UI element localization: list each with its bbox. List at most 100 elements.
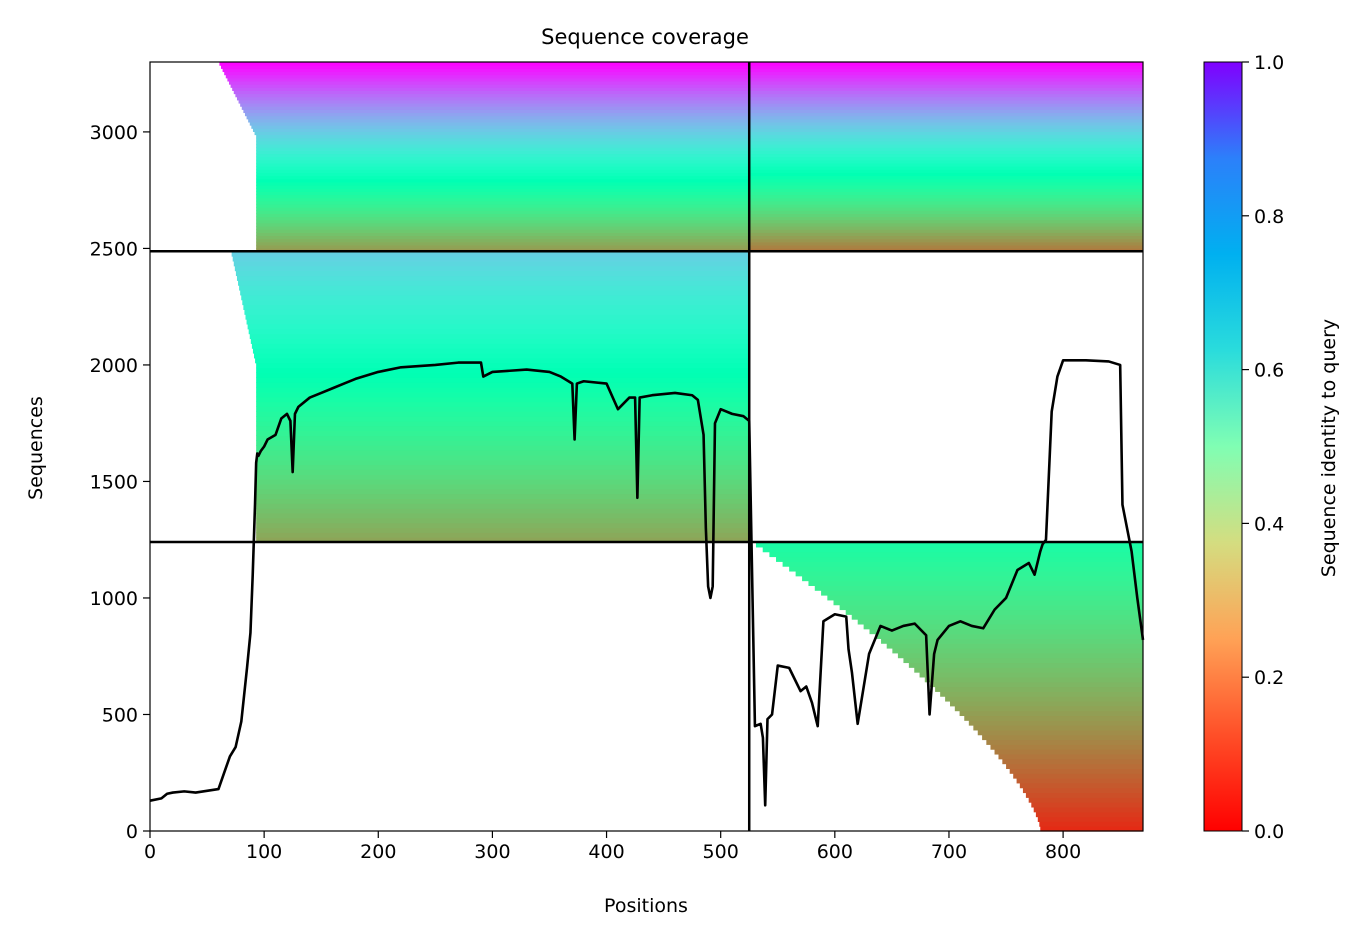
- heatmap-row: [256, 166, 750, 170]
- colorbar-tick-label: 0.8: [1254, 206, 1284, 228]
- heatmap-row: [243, 109, 750, 114]
- heatmap-row: [256, 197, 750, 202]
- chart-title: Sequence coverage: [541, 25, 749, 49]
- heatmap-row: [219, 62, 750, 66]
- x-tick-label: 500: [703, 841, 739, 863]
- heatmap-row: [977, 729, 1143, 736]
- x-tick-label: 200: [360, 841, 396, 863]
- heatmap-row: [749, 131, 1143, 136]
- heatmap-row: [256, 362, 750, 369]
- heatmap-row: [1039, 821, 1143, 827]
- y-axis-label: Sequences: [25, 396, 47, 500]
- y-tick-label: 2500: [90, 238, 138, 260]
- heatmap-row: [256, 430, 750, 437]
- heatmap-row: [749, 219, 1143, 224]
- heatmap-row: [776, 556, 1143, 562]
- heatmap-row: [1022, 787, 1143, 794]
- heatmap-row: [749, 241, 1143, 246]
- plot-frame: [149, 61, 1144, 832]
- heatmap-row: [256, 241, 750, 246]
- heatmap-row: [789, 566, 1143, 572]
- heatmap-blocks: [219, 62, 1143, 832]
- heatmap-row: [254, 353, 750, 359]
- heatmap-row: [749, 77, 1143, 82]
- heatmap-row: [749, 65, 1143, 69]
- heatmap-row: [240, 103, 750, 107]
- heatmap-row: [256, 527, 750, 533]
- heatmap-row: [256, 203, 750, 208]
- heatmap-row: [875, 633, 1143, 639]
- colorbar-tick-label: 0.0: [1254, 821, 1284, 843]
- x-tick-label: 600: [817, 841, 853, 863]
- heatmap-row: [749, 225, 1143, 230]
- heatmap-row: [236, 275, 750, 281]
- heatmap-row: [256, 474, 750, 480]
- heatmap-row: [256, 219, 750, 224]
- colorbar-tick-label: 0.6: [1254, 360, 1284, 382]
- heatmap-row: [256, 134, 750, 139]
- colorbar-ticks: 0.0 0.2 0.4 0.6 0.8 1.0: [1242, 52, 1284, 843]
- heatmap-row: [256, 454, 750, 461]
- heatmap-row: [256, 222, 750, 227]
- heatmap-row: [256, 248, 750, 252]
- heatmap-row: [1016, 778, 1143, 784]
- heatmap-row: [769, 551, 1143, 558]
- heatmap-row: [968, 720, 1143, 726]
- x-tick-label: 0: [144, 841, 156, 863]
- heatmap-row: [256, 156, 750, 161]
- heatmap-row: [808, 580, 1143, 586]
- heatmap-row: [749, 203, 1143, 208]
- heatmap-row: [246, 319, 750, 325]
- heatmap-row: [749, 188, 1143, 192]
- heatmap-row: [749, 90, 1143, 95]
- heatmap-row: [238, 99, 750, 104]
- heatmap-row: [749, 235, 1143, 240]
- heatmap-row: [256, 464, 750, 470]
- heatmap-row: [821, 590, 1143, 596]
- colorbar-tick-label: 0.4: [1254, 513, 1284, 535]
- x-tick-label: 700: [931, 841, 967, 863]
- heatmap-row: [749, 68, 1143, 73]
- heatmap-row: [241, 106, 750, 110]
- heatmap-row: [256, 517, 750, 524]
- heatmap-row: [749, 232, 1143, 237]
- heatmap-row: [749, 159, 1143, 164]
- heatmap-row: [755, 542, 1143, 548]
- heatmap-row: [241, 294, 750, 301]
- heatmap-row: [973, 725, 1143, 731]
- heatmap-row: [256, 532, 750, 538]
- heatmap-row: [256, 522, 750, 529]
- heatmap-row: [256, 537, 750, 543]
- heatmap-row: [749, 150, 1143, 155]
- heatmap-row: [256, 181, 750, 186]
- heatmap-row: [749, 106, 1143, 110]
- heatmap-block-2: [219, 62, 750, 252]
- heatmap-row: [256, 396, 750, 403]
- y-tick-label: 500: [102, 704, 138, 726]
- heatmap-row: [869, 628, 1143, 635]
- heatmap-row: [248, 118, 750, 123]
- heatmap-row: [851, 614, 1143, 620]
- colorbar-gradient: [1203, 61, 1243, 832]
- heatmap-row: [1040, 826, 1143, 832]
- heatmap-row: [235, 270, 750, 277]
- heatmap-row: [1019, 782, 1143, 789]
- heatmap-row: [256, 498, 750, 504]
- coverage-line-layer: [149, 358, 1145, 807]
- x-tick-label: 800: [1045, 841, 1081, 863]
- x-tick-label: 400: [588, 841, 624, 863]
- heatmap-row: [256, 238, 750, 243]
- heatmap-row: [749, 172, 1143, 177]
- heatmap-row: [795, 570, 1143, 577]
- heatmap-row: [1037, 816, 1143, 822]
- heatmap-row: [749, 194, 1143, 199]
- heatmap-row: [256, 159, 750, 164]
- heatmap-row: [749, 125, 1143, 129]
- heatmap-row: [256, 137, 750, 142]
- heatmap-row: [954, 705, 1143, 712]
- x-axis-label: Positions: [604, 895, 688, 917]
- heatmap-row: [749, 207, 1143, 211]
- heatmap-row: [881, 638, 1143, 644]
- x-tick-label: 300: [474, 841, 510, 863]
